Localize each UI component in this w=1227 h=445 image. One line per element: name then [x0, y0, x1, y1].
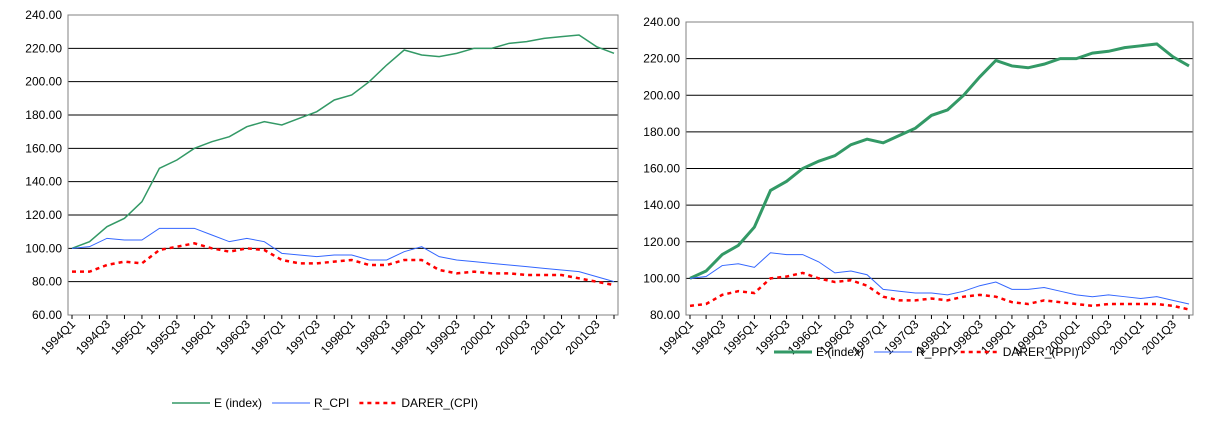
x-tick-label: 1998Q3 [353, 317, 393, 357]
series-line [689, 271, 1190, 311]
x-tick-label: 2000Q3 [493, 317, 533, 357]
x-tick-label: 1995Q3 [143, 317, 183, 357]
legend-label: E (index) [214, 396, 262, 410]
y-tick-label: 120.00 [643, 235, 680, 249]
y-tick-label: 240.00 [25, 8, 62, 22]
y-tick-label: 220.00 [643, 52, 680, 66]
y-tick-label: 100.00 [25, 241, 62, 255]
y-tick-label: 180.00 [25, 108, 62, 122]
x-tick-label: 2001Q1 [528, 317, 568, 357]
y-tick-label: 60.00 [32, 308, 62, 322]
legend-label: R_PPI [916, 345, 951, 359]
y-tick-label: 100.00 [643, 271, 680, 285]
x-tick-label: 1995Q1 [720, 317, 760, 357]
x-tick-label: 2000Q1 [458, 317, 498, 357]
y-tick-label: 180.00 [643, 125, 680, 139]
x-tick-label: 1994Q3 [688, 317, 728, 357]
x-tick-label: 1998Q1 [318, 317, 358, 357]
series-line [71, 227, 615, 283]
x-tick-label: 1994Q1 [38, 317, 78, 357]
x-tick-label: 1997Q1 [248, 317, 288, 357]
series-line [689, 42, 1190, 280]
plot-border [67, 14, 619, 316]
y-tick-label: 160.00 [643, 162, 680, 176]
y-tick-label: 140.00 [25, 175, 62, 189]
y-tick-label: 120.00 [25, 208, 62, 222]
y-tick-label: 80.00 [32, 275, 62, 289]
x-tick-label: 1996Q3 [213, 317, 253, 357]
x-tick-label: 1999Q3 [423, 317, 463, 357]
series-line [71, 34, 615, 250]
y-tick-label: 80.00 [650, 308, 680, 322]
y-tick-label: 220.00 [25, 41, 62, 55]
x-tick-label: 1994Q1 [656, 317, 696, 357]
x-tick-label: 1996Q1 [178, 317, 218, 357]
x-tick-label: 1995Q1 [108, 317, 148, 357]
x-tick-label: 2000Q3 [1075, 317, 1115, 357]
series-line [72, 242, 615, 287]
y-tick-label: 200.00 [25, 75, 62, 89]
x-tick-label: 2001Q3 [563, 317, 603, 357]
y-tick-label: 140.00 [643, 198, 680, 212]
x-tick-label: 2001Q1 [1107, 317, 1147, 357]
x-tick-label: 1999Q1 [388, 317, 428, 357]
legend-label: DARER_(CPI) [401, 396, 478, 410]
legend-label: E (index) [816, 345, 864, 359]
legend-label: DARER_(PPI) [1003, 345, 1079, 359]
y-tick-label: 200.00 [643, 88, 680, 102]
series-line [689, 252, 1190, 305]
y-tick-label: 240.00 [643, 15, 680, 29]
y-tick-label: 160.00 [25, 141, 62, 155]
x-tick-label: 2001Q3 [1139, 317, 1179, 357]
plot-border [685, 21, 1194, 316]
legend-label: R_CPI [314, 396, 349, 410]
x-tick-label: 1994Q3 [73, 317, 113, 357]
x-tick-label: 1997Q3 [283, 317, 323, 357]
